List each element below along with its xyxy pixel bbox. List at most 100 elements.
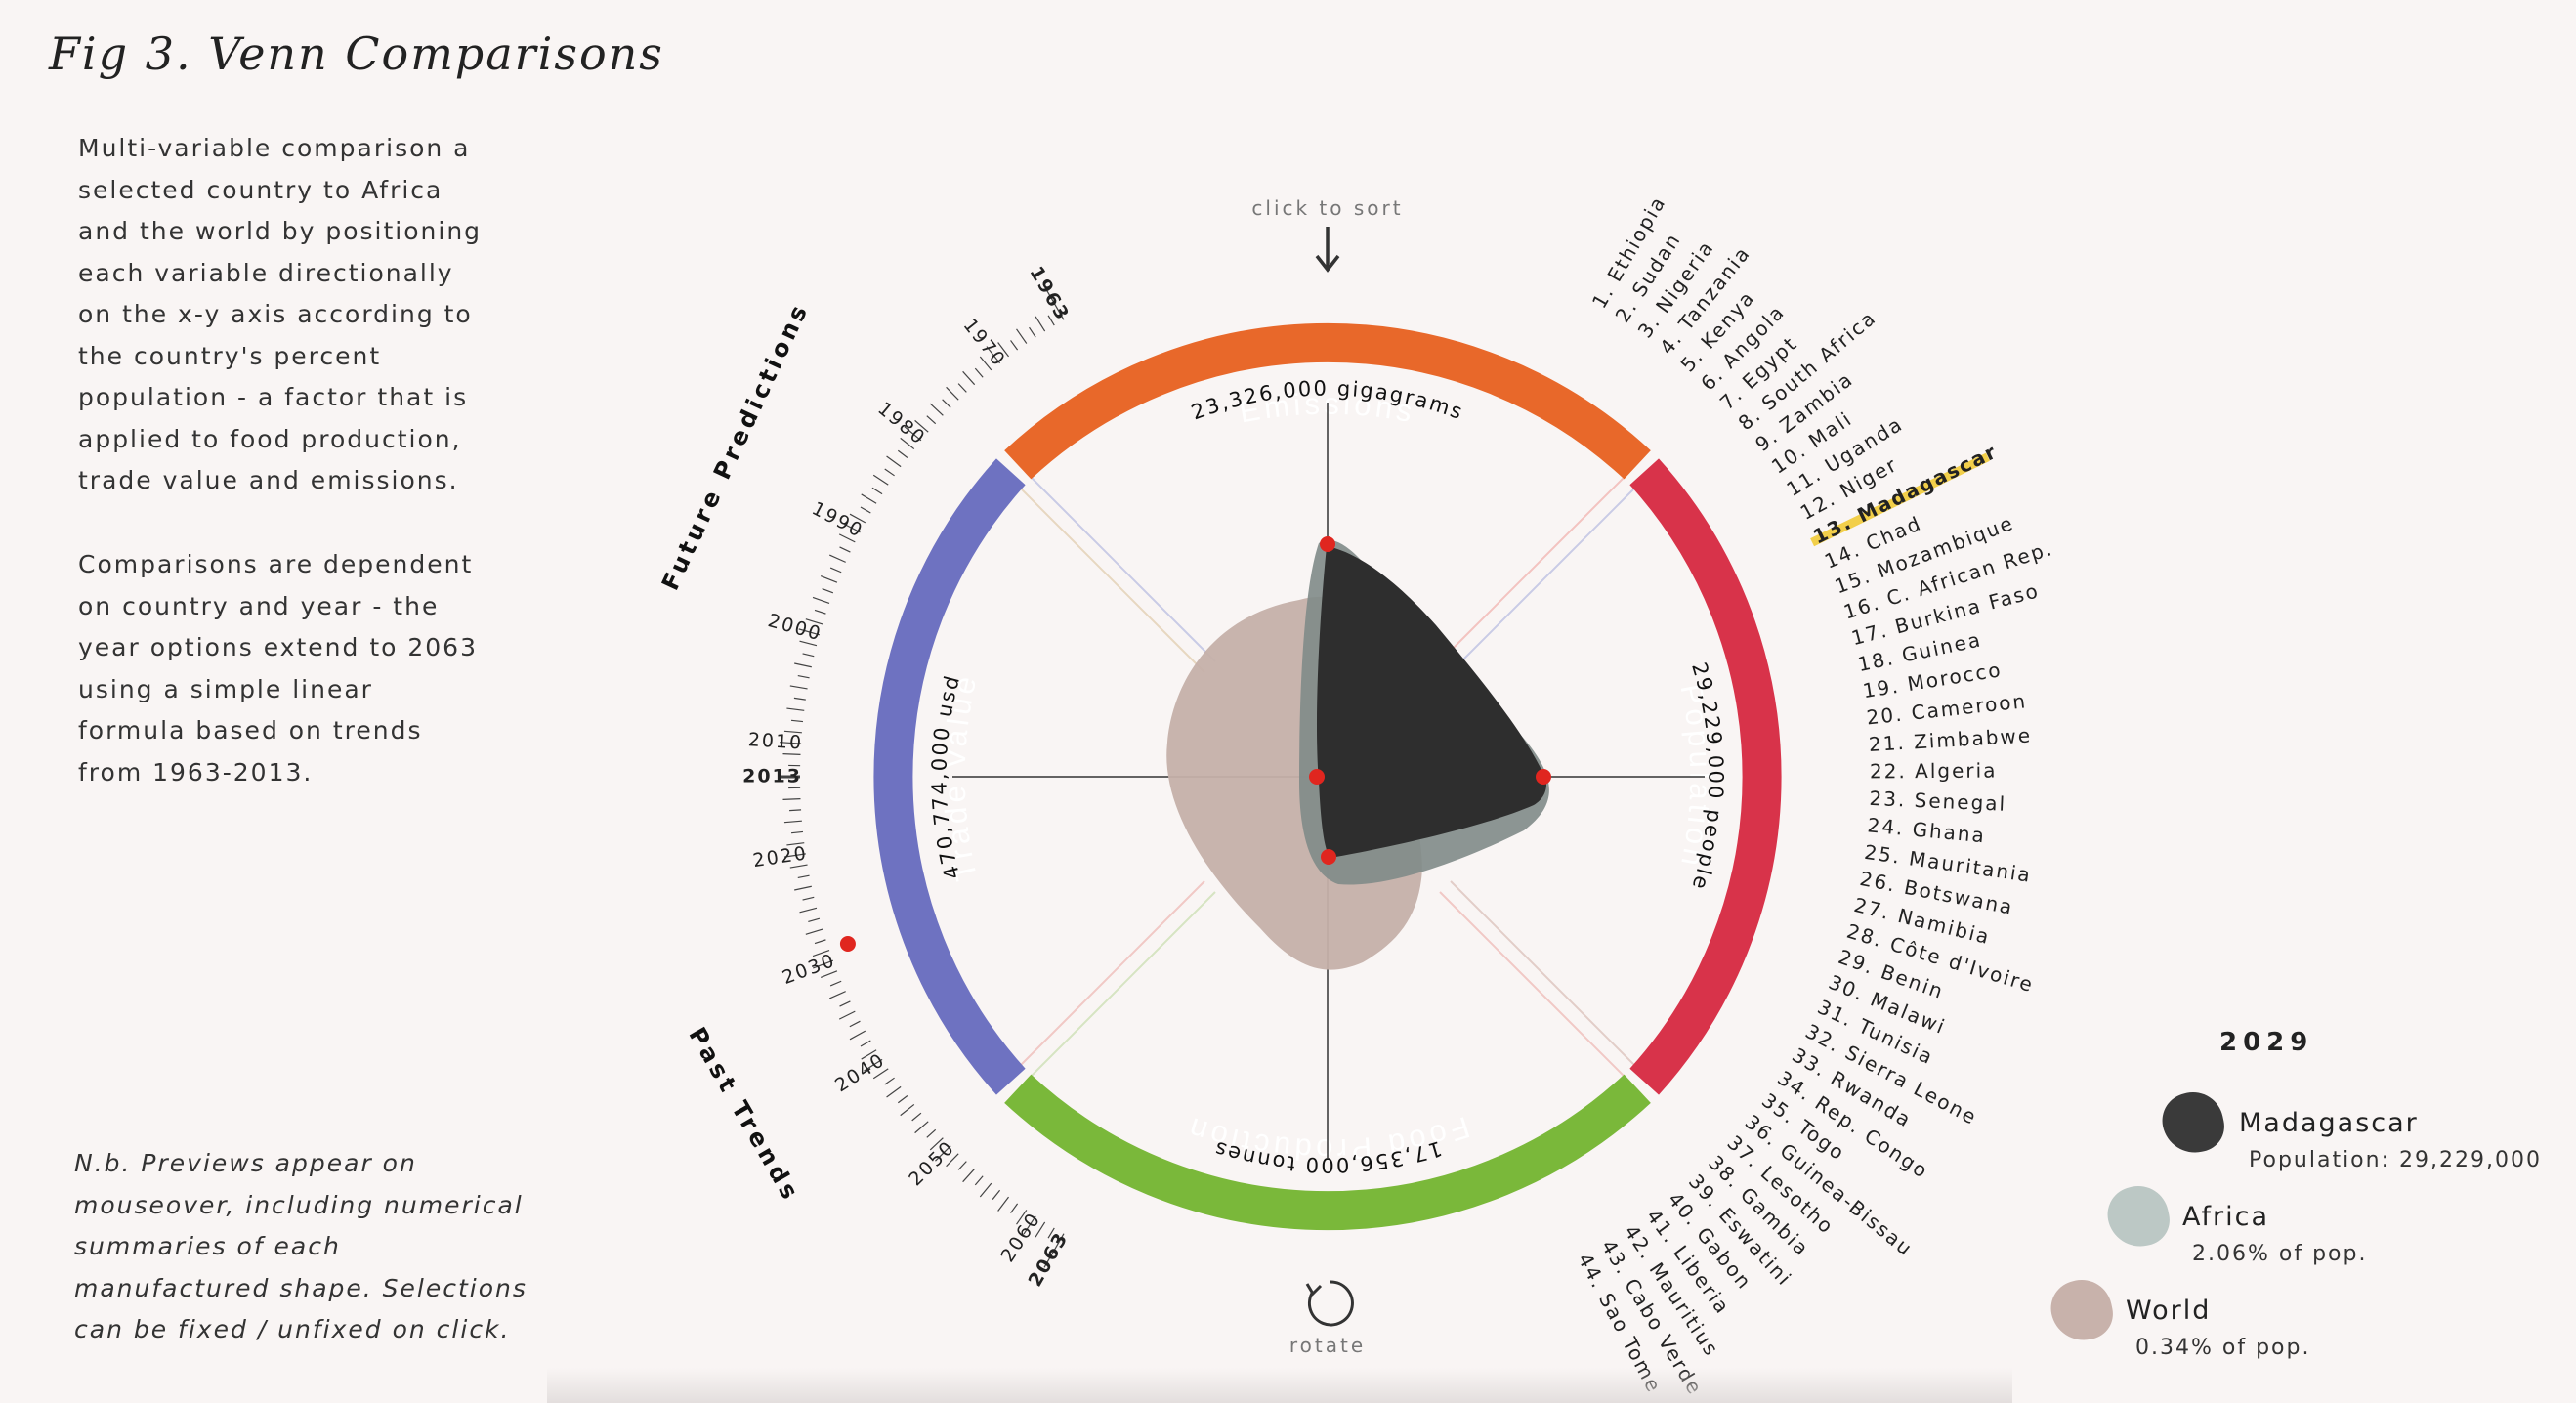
timeline-year-label[interactable]: 1990 [808,497,866,542]
timeline-tick[interactable] [808,917,821,923]
population-arc[interactable] [1629,458,1782,1095]
timeline-tick[interactable] [828,554,846,563]
timeline-tick[interactable] [935,1145,951,1162]
country-item[interactable]: 21. Zimbabwe [1868,724,2032,756]
sort-arrow-icon[interactable] [1315,227,1340,273]
madagascar-shape[interactable] [1316,546,1546,858]
timeline-tick[interactable] [861,493,877,504]
timeline-tick[interactable] [822,588,834,594]
timeline-tick[interactable] [814,939,826,945]
timeline-tick[interactable] [861,1049,877,1060]
timeline-tick[interactable] [957,1161,967,1170]
emissions-arc[interactable] [1004,322,1651,480]
timeline-tick[interactable] [946,1153,959,1168]
timeline-tick[interactable] [1043,1233,1065,1268]
timeline-tick[interactable] [812,950,830,957]
timeline-tick[interactable] [904,426,922,442]
timeline-tick[interactable] [929,403,944,416]
timeline-tick[interactable] [849,513,866,524]
timeline-tick[interactable] [914,419,929,433]
timeline-tick[interactable] [840,522,861,533]
timeline-tick[interactable] [872,474,889,486]
timeline-tick[interactable] [782,753,801,755]
timeline-tick[interactable] [1047,1227,1055,1239]
timeline-year-label[interactable]: 1963 [1025,263,1073,325]
timeline-tick[interactable] [886,455,902,468]
timeline-tick[interactable] [997,342,1009,358]
timeline-tick[interactable] [1010,340,1019,351]
timeline-tick[interactable] [839,546,851,553]
timeline-tick[interactable] [897,449,908,458]
timeline-tick[interactable] [1010,1203,1019,1213]
timeline-tick[interactable] [1047,315,1055,326]
timeline-tick[interactable] [794,885,812,891]
country-item[interactable]: 23. Senegal [1869,787,2007,816]
timeline-tick[interactable] [799,907,818,914]
timeline-tick[interactable] [911,1112,922,1122]
timeline-tick[interactable] [926,415,937,425]
timeline-tick[interactable] [1016,1210,1028,1225]
timeline-tick[interactable] [829,567,842,574]
timeline-tick[interactable] [783,820,802,824]
timeline-tick[interactable] [942,399,951,408]
rotate-icon[interactable] [1305,1280,1354,1327]
timeline-tick[interactable] [805,618,823,625]
timeline-tick[interactable] [793,697,806,701]
timeline-year-label[interactable]: 2030 [780,950,838,989]
timeline-tick[interactable] [849,1020,861,1028]
timeline-tick[interactable] [802,896,815,901]
timeline-tick[interactable] [828,991,846,999]
timeline-year-label[interactable]: 2050 [905,1136,959,1190]
timeline-tick[interactable] [886,1085,902,1098]
timeline-tick[interactable] [813,959,834,969]
timeline-tick[interactable] [997,1196,1009,1212]
timeline-tick[interactable] [897,1095,908,1104]
timeline-tick[interactable] [802,653,815,658]
timeline-tick[interactable] [783,853,806,858]
timeline-tick[interactable] [838,1010,856,1020]
timeline-tick[interactable] [1029,326,1036,338]
timeline-tick[interactable] [926,1128,937,1138]
timeline-tick[interactable] [914,1121,929,1134]
timeline-tick[interactable] [797,874,810,879]
timeline-tick[interactable] [946,386,959,401]
trade-value-arc[interactable] [873,458,1026,1095]
timeline-tick[interactable] [872,1068,889,1080]
timeline-tick[interactable] [884,468,895,477]
country-item[interactable]: 22. Algeria [1870,758,1998,783]
timeline-tick[interactable] [979,356,992,371]
timeline-tick[interactable] [974,1175,984,1186]
timeline-tick[interactable] [780,742,802,744]
timeline-tick[interactable] [864,1058,883,1072]
timeline-tick[interactable] [900,1103,915,1117]
timeline-tick[interactable] [974,367,984,378]
timeline-year-label[interactable]: 2020 [751,842,809,872]
timeline-tick[interactable] [849,1030,866,1041]
timeline-tick[interactable] [929,1137,944,1151]
timeline-tick[interactable] [992,1189,1001,1200]
timeline-tick[interactable] [1035,1221,1046,1238]
timeline-tick[interactable] [805,928,823,935]
timeline-tick[interactable] [1023,1215,1036,1235]
timeline-tick[interactable] [814,609,826,615]
timeline-tick[interactable] [790,830,804,834]
timeline-tick[interactable] [884,1077,895,1085]
timeline-tick[interactable] [1043,285,1065,320]
timeline-year-label[interactable]: 2040 [831,1049,889,1097]
timeline-tick[interactable] [812,596,830,604]
timeline-tick[interactable] [829,980,842,987]
timeline-year-label[interactable]: 1980 [873,398,929,449]
timeline-tick[interactable] [860,1040,871,1047]
timeline-tick[interactable] [789,809,802,812]
timeline-tick[interactable] [820,575,838,583]
timeline-tick[interactable] [957,383,967,393]
timeline-tick[interactable] [786,842,805,846]
food-production-arc[interactable] [1004,1074,1651,1231]
timeline-tick[interactable] [962,1168,976,1183]
timeline-tick[interactable] [1035,316,1046,332]
timeline-tick[interactable] [871,487,883,495]
timeline-tick[interactable] [789,685,808,690]
timeline-tick[interactable] [820,970,838,978]
